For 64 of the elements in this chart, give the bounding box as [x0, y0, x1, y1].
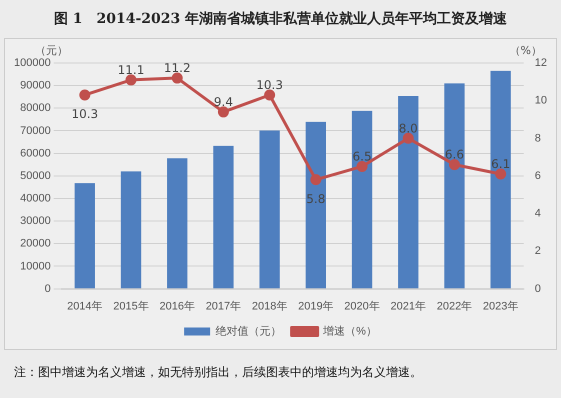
y-axis-title: （元） [35, 43, 68, 58]
y-tick-label: 70000 [20, 124, 51, 137]
legend-label: 绝对值（元） [216, 324, 282, 338]
y-tick-label: 90000 [20, 80, 51, 92]
x-tick-label: 2021年 [390, 300, 426, 312]
data-label: 9.4 [214, 95, 233, 110]
x-tick-label: 2019年 [298, 300, 334, 312]
x-tick-label: 2014年 [67, 300, 103, 312]
data-label: 10.3 [71, 107, 98, 122]
y-tick-label: 80000 [20, 102, 51, 114]
bar [352, 110, 372, 288]
point [79, 89, 90, 100]
data-label: 8.0 [398, 121, 418, 136]
data-label: 10.3 [256, 78, 283, 92]
text: 注：图中增速为名义增速，如无特别指出，后续图表中的增速均为名义增速。 [13, 364, 423, 381]
point [448, 159, 460, 170]
point [264, 89, 276, 100]
x-tick-label: 2018年 [252, 300, 288, 312]
y2-tick-label: 12 [534, 57, 548, 70]
legend-label: 增速（%） [322, 324, 377, 338]
x-tick-label: 2022年 [436, 300, 472, 312]
y-tick-label: 20000 [20, 238, 51, 250]
y2-tick-label: 0 [534, 282, 541, 295]
point [356, 160, 368, 172]
data-label: 6.6 [444, 148, 464, 162]
y2-tick-label: 2 [534, 245, 541, 258]
data-label: 6.5 [352, 150, 372, 164]
x-tick-label: 2023年 [482, 300, 518, 312]
x-tick-label: 2017年 [206, 300, 242, 312]
data-label: 11.1 [118, 63, 144, 78]
bar [167, 158, 188, 288]
y2-tick-label: 4 [534, 208, 541, 220]
y-tick-label: 30000 [20, 215, 51, 228]
y2-tick-label: 8 [534, 132, 541, 144]
bar [306, 122, 326, 288]
y-tick-label: 100000 [14, 57, 51, 70]
point [310, 174, 322, 186]
x-tick-label: 2016年 [159, 300, 195, 312]
data-label: 6.1 [491, 157, 510, 172]
bar [259, 130, 280, 288]
point [495, 168, 506, 180]
y-tick-label: 10000 [20, 260, 51, 272]
bar [444, 83, 465, 288]
x-tick-label: 2020年 [344, 300, 380, 312]
y2-tick-label: 6 [534, 170, 541, 182]
x-tick-label: 2015年 [113, 300, 149, 312]
chart-title: 图 1 2014-2023 年湖南省城镇非私营单位就业人员年平均工资及增速 [52, 10, 508, 29]
point [218, 106, 229, 118]
point [126, 74, 137, 86]
y2-axis-title: （%） [510, 43, 542, 58]
bar [74, 183, 95, 288]
data-label: 11.2 [164, 61, 191, 76]
bar [213, 146, 234, 288]
y-tick-label: 50000 [20, 170, 51, 182]
y-tick-label: 40000 [20, 192, 51, 205]
y-tick-label: 0 [44, 282, 51, 295]
bar [120, 171, 142, 288]
y-tick-label: 60000 [20, 147, 51, 160]
bar [398, 96, 418, 288]
data-label: 5.8 [306, 192, 326, 206]
point [402, 132, 414, 144]
bar [490, 70, 511, 288]
y2-tick-label: 10 [534, 94, 548, 107]
point [172, 72, 183, 84]
